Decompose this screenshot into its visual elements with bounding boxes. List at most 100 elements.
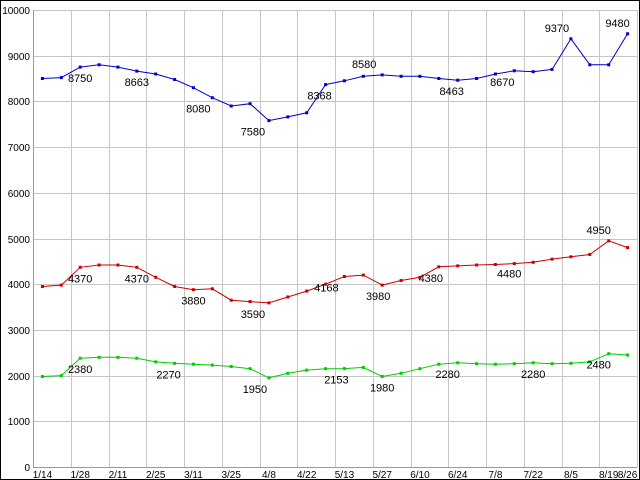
series-red-marker [286,295,290,299]
series-red-marker [229,298,233,302]
series-blue-line [42,33,629,122]
point-annotation: 2280 [435,369,459,381]
point-annotation: 4370 [68,273,92,285]
series-green-marker [399,371,403,375]
x-tick-label: 2/25 [146,470,166,480]
x-tick-label: 4/22 [297,470,317,480]
series-green-marker [154,360,158,364]
series-blue [40,32,630,123]
series-green-marker [607,352,611,356]
series-blue-marker [626,32,630,36]
series-green-marker [248,367,252,371]
series-red-marker [305,289,309,293]
x-tick-label: 8/26 [618,470,638,480]
point-annotation: 3590 [241,309,265,321]
series-green-marker [569,361,573,365]
series-red-marker [135,265,139,269]
series-red-marker [512,262,516,266]
x-tick-label: 5/27 [372,470,392,480]
y-tick-label: 1000 [8,417,31,428]
series-blue-marker [324,83,328,87]
x-tick-label: 5/13 [335,470,355,480]
series-red-marker [267,301,271,305]
series-blue-marker [248,102,252,106]
point-annotation: 8670 [490,77,514,89]
point-annotation: 4480 [497,268,521,280]
series-green-marker [210,363,214,367]
series-red-marker [588,253,592,256]
series-green-marker [626,353,630,357]
series-green-marker [512,362,516,366]
y-tick-label: 3000 [8,326,31,337]
x-tick-label: 1/14 [33,470,53,480]
point-annotation: 3880 [181,296,205,308]
series-green-marker [78,356,82,360]
series-blue-marker [588,63,592,67]
series-green-marker [97,355,101,359]
series-blue-marker [173,78,177,81]
x-tick-label: 7/22 [523,470,543,480]
series-green-marker [286,371,290,375]
series-green-marker [324,367,328,371]
series-green-marker [550,362,554,366]
series-red-marker [569,255,573,259]
series-blue-marker [154,72,158,76]
series-green-marker [173,361,177,365]
series-red-marker [493,263,497,266]
series-blue-marker [493,72,497,76]
point-annotation: 8580 [352,59,376,71]
series-blue-marker [512,69,516,73]
point-annotation: 2280 [521,369,545,381]
series-green-marker [191,362,195,366]
series-red-marker [154,275,158,279]
series-blue-marker [191,86,195,90]
series-green-marker [59,374,63,378]
x-tick-label: 3/11 [184,470,203,480]
series-red-marker [59,283,63,287]
series-red-marker [324,282,328,286]
series-blue-marker [210,96,214,100]
series-red-marker [191,288,195,292]
point-annotation: 9480 [605,18,629,30]
series-green-marker [40,375,44,378]
y-tick-label: 6000 [8,189,31,200]
series-red-line [42,240,628,304]
y-tick-label: 7000 [8,143,31,154]
point-annotation: 1950 [243,384,267,396]
point-annotation: 8080 [186,104,210,116]
series-blue-marker [437,77,441,80]
series-red-marker [97,263,101,267]
y-tick-label: 5000 [8,235,31,246]
point-annotation: 1980 [370,383,394,395]
series-blue-marker [361,74,365,78]
point-annotation: 4168 [314,283,338,295]
series-green-marker [135,356,139,360]
series-red-marker [380,283,384,287]
series-blue-marker [399,74,403,78]
series-blue-marker [456,78,460,82]
series-green-marker [267,376,271,380]
series-green-marker [116,355,120,359]
series-red-marker [342,275,346,278]
series-red-marker [173,285,177,288]
point-annotation: 8463 [439,86,463,98]
point-annotation: 9370 [545,23,569,35]
series-red-marker [361,273,365,277]
x-tick-label: 2/11 [109,470,128,480]
series-green-marker [531,361,535,365]
series-green-marker [380,375,384,378]
series-blue-marker [97,63,101,67]
x-tick-label: 1/28 [70,470,90,480]
series-blue-marker [342,79,346,83]
point-annotation: 3980 [366,291,390,303]
point-annotation: 4950 [586,225,610,237]
y-tick-label: 9000 [8,52,31,63]
series-red-marker [248,300,252,304]
series-blue-marker [267,119,271,123]
series-red-marker [475,263,479,267]
series-green-line [42,353,628,379]
series-red-marker [607,239,611,243]
x-tick-label: 3/25 [221,470,241,480]
series-blue-marker [550,67,554,71]
